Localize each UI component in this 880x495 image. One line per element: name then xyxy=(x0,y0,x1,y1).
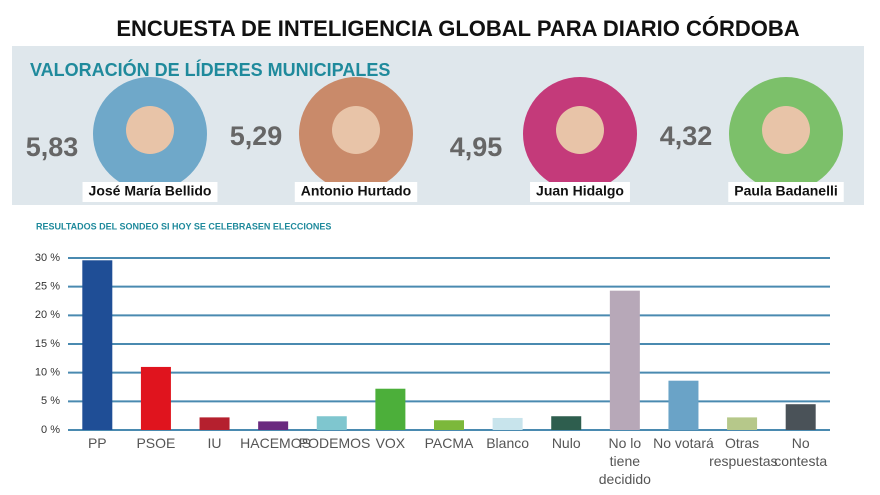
leader-name: José María Bellido xyxy=(89,183,212,199)
bar xyxy=(434,420,464,430)
x-tick-label: Otras respuestas xyxy=(709,435,778,469)
y-tick-label: 20 % xyxy=(35,309,60,321)
bar xyxy=(316,416,347,430)
x-tick-label: PP xyxy=(87,435,107,451)
bar xyxy=(785,404,816,430)
x-tick-label: HACEMOS xyxy=(240,435,311,451)
photo-face xyxy=(762,106,810,154)
bar xyxy=(199,417,230,430)
name-box xyxy=(82,182,218,202)
panel-title: VALORACIÓN DE LÍDERES MUNICIPALES xyxy=(30,59,390,80)
bar xyxy=(551,416,582,430)
bar xyxy=(609,290,640,430)
x-tick-label: Blanco xyxy=(486,435,530,451)
leader-score: 5,83 xyxy=(26,132,79,162)
x-tick-label: No contesta xyxy=(774,435,828,469)
x-tick-label: No lo tiene decidido xyxy=(598,435,651,487)
photo-face xyxy=(126,106,174,154)
bar xyxy=(258,421,289,430)
y-tick-label: 30 % xyxy=(35,252,60,264)
name-box xyxy=(530,182,630,202)
x-tick-label: IU xyxy=(207,435,222,451)
chart-title: RESULTADOS DEL SONDEO SI HOY SE CELEBRAS… xyxy=(36,221,331,231)
bar xyxy=(668,380,699,430)
leader-score: 4,32 xyxy=(660,121,713,151)
x-tick-label: PODEMOS xyxy=(298,435,371,451)
x-tick-label: No votará xyxy=(653,435,714,451)
y-tick-label: 25 % xyxy=(35,281,60,293)
y-tick-label: 5 % xyxy=(41,395,60,407)
x-tick-label: PACMA xyxy=(424,435,474,451)
photo-face xyxy=(556,106,604,154)
x-tick-label: PSOE xyxy=(136,435,176,451)
name-box xyxy=(294,182,418,202)
bar xyxy=(140,366,171,430)
y-tick-label: 10 % xyxy=(35,367,60,379)
photo-face xyxy=(332,106,380,154)
leader-score: 5,29 xyxy=(230,121,283,151)
bar xyxy=(492,417,523,430)
name-box xyxy=(728,182,844,202)
x-tick-label: Nulo xyxy=(551,435,581,451)
leader-name: Paula Badanelli xyxy=(734,183,837,199)
leader-name: Juan Hidalgo xyxy=(536,183,624,199)
leader-score: 4,95 xyxy=(450,132,503,162)
bar xyxy=(727,417,758,430)
bar xyxy=(82,260,113,430)
leader-name: Antonio Hurtado xyxy=(301,183,411,199)
x-tick-label: VOX xyxy=(375,435,406,451)
y-tick-label: 15 % xyxy=(35,338,60,350)
page-title: ENCUESTA DE INTELIGENCIA GLOBAL PARA DIA… xyxy=(116,16,799,41)
bar xyxy=(375,388,406,430)
y-tick-label: 0 % xyxy=(41,424,60,436)
